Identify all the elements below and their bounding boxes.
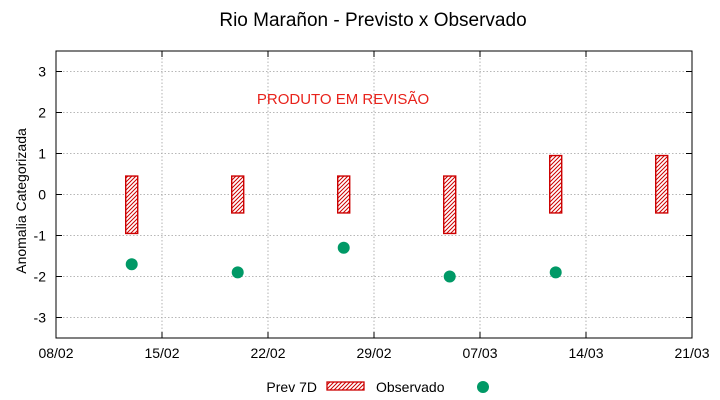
gridlines bbox=[56, 51, 692, 338]
y-tick-label: -3 bbox=[34, 310, 47, 326]
legend-swatch-forecast bbox=[326, 381, 365, 391]
forecast-box bbox=[443, 175, 457, 235]
forecast-box bbox=[655, 154, 669, 214]
y-tick-label: 0 bbox=[38, 187, 46, 203]
forecast-box bbox=[337, 175, 351, 214]
x-tick-label: 14/03 bbox=[568, 345, 603, 361]
observed-point bbox=[337, 241, 350, 254]
observed-point bbox=[443, 270, 456, 283]
y-tick-label: -2 bbox=[34, 269, 47, 285]
y-tick-label: 1 bbox=[38, 146, 46, 162]
legend-label-observed: Observado bbox=[376, 379, 445, 395]
x-tick-label: 15/02 bbox=[144, 345, 179, 361]
legend: Prev 7D Observado bbox=[266, 379, 489, 395]
y-tick-label: -1 bbox=[34, 228, 47, 244]
observed-point bbox=[125, 258, 138, 271]
x-tick-label: 22/02 bbox=[250, 345, 285, 361]
chart-title: Rio Marañon - Previsto x Observado bbox=[219, 10, 526, 31]
forecast-box bbox=[231, 175, 245, 214]
axes: 3 2 1 0 -1 -2 -3 08/02 15/02 22/02 29/02 07/03 14/03… bbox=[34, 51, 710, 361]
forecast-box bbox=[125, 175, 139, 235]
legend-label-forecast: Prev 7D bbox=[266, 379, 317, 395]
legend-swatch-observed bbox=[477, 381, 489, 393]
review-annotation: PRODUTO EM REVISÃO bbox=[257, 91, 429, 108]
observed-point bbox=[231, 266, 244, 279]
x-tick-label: 29/02 bbox=[356, 345, 391, 361]
observed-point bbox=[549, 266, 562, 279]
x-tick-label: 08/02 bbox=[38, 345, 73, 361]
x-tick-label: 21/03 bbox=[674, 345, 709, 361]
x-tick-label: 07/03 bbox=[462, 345, 497, 361]
y-tick-label: 2 bbox=[38, 105, 46, 121]
observed-series bbox=[125, 241, 562, 283]
forecast-series bbox=[125, 154, 669, 235]
y-axis-label: Anomalia Categorizada bbox=[13, 128, 29, 274]
y-tick-label: 3 bbox=[38, 64, 46, 80]
forecast-box bbox=[549, 154, 563, 214]
